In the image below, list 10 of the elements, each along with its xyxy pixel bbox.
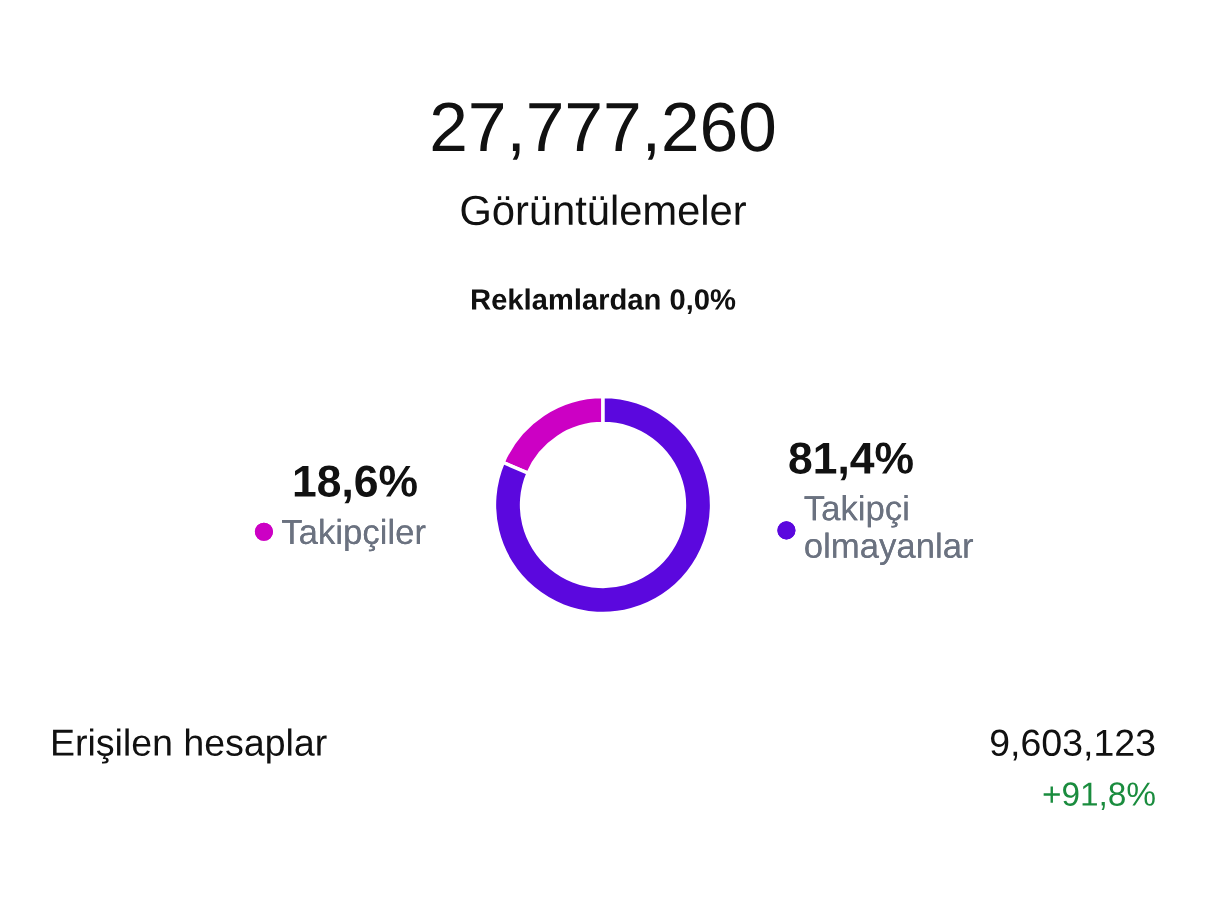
text: Reklamlardan 0,0%	[472, 288, 736, 315]
chart-subtitle: Görüntülemeler	[461, 194, 746, 226]
chart-title: 27,777,260	[432, 102, 775, 160]
legend-label: Takipçi olmayanlar	[804, 495, 974, 565]
data-label: 18,6%	[294, 465, 417, 504]
text: Erişilen hesaplar	[53, 728, 327, 764]
data-label: 81,4%	[789, 442, 913, 481]
legend-label: Takipçiler	[282, 518, 426, 552]
text: +91,8%	[1043, 782, 1155, 810]
text: 9,603,123	[990, 729, 1155, 761]
